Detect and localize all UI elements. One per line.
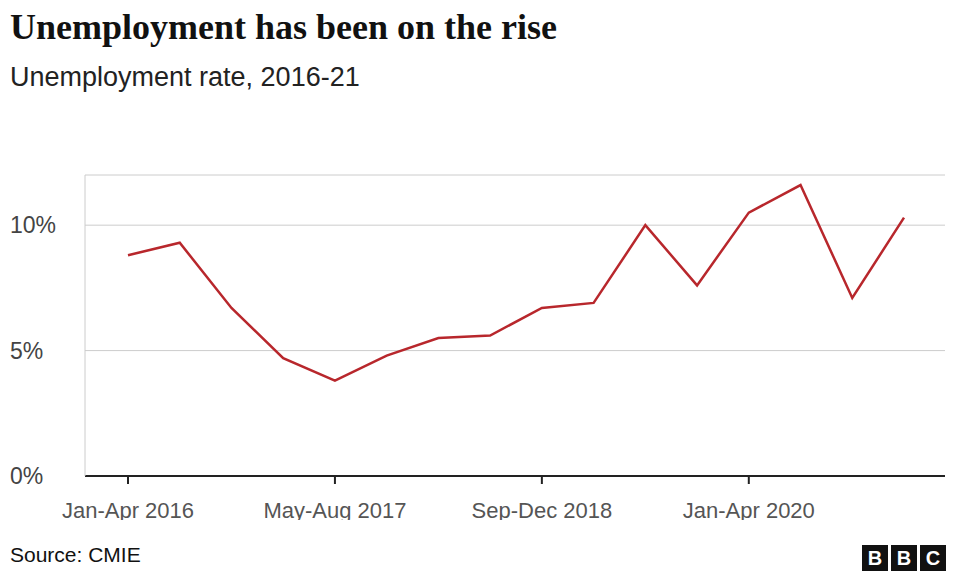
html-text:B: B (867, 547, 883, 569)
svg-text:May-Aug 2017: May-Aug 2017 (263, 498, 406, 520)
html-text:C: C (925, 547, 941, 569)
svg-text:Jan-Apr 2020: Jan-Apr 2020 (683, 498, 815, 520)
html-text:Unemployment has been on the r: Unemployment has been on the rise (10, 7, 557, 47)
svg-text:Jan-Apr 2016: Jan-Apr 2016 (62, 498, 194, 520)
html-text:Source: CMIE: Source: CMIE (10, 543, 141, 566)
html-text:B: B (896, 547, 912, 569)
html-text:Unemployment rate, 2016-21: Unemployment rate, 2016-21 (10, 62, 360, 92)
svg-text:0%: 0% (10, 463, 43, 489)
svg-text:Sep-Dec 2018: Sep-Dec 2018 (472, 498, 613, 520)
svg-text:10%: 10% (10, 212, 56, 238)
svg-text:5%: 5% (10, 338, 43, 364)
